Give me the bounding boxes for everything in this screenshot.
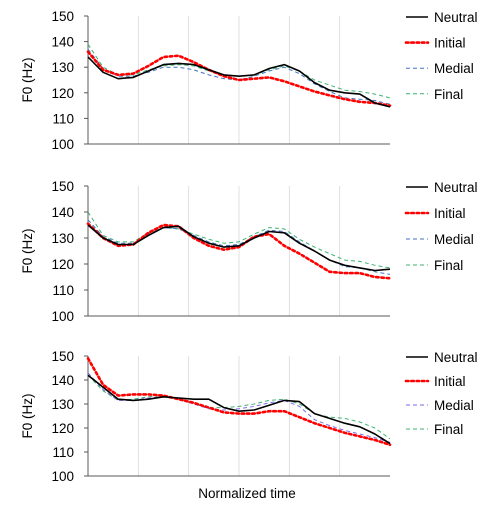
y-tick-label: 120 <box>51 86 74 101</box>
y-tick-label: 110 <box>52 445 74 460</box>
series-line-neutral <box>87 224 391 272</box>
series-line-final <box>87 211 391 269</box>
legend-label-final: Final <box>434 87 463 102</box>
legend-label-initial: Initial <box>434 206 466 221</box>
series-line-medial <box>87 219 391 275</box>
series-line-initial <box>86 50 392 107</box>
x-axis-title: Normalized time <box>198 486 296 501</box>
series-line-neutral <box>87 374 391 445</box>
y-tick-label: 120 <box>51 257 74 272</box>
legend-label-medial: Medial <box>434 398 474 413</box>
y-tick-label: 150 <box>51 9 74 24</box>
y-tick-label: 130 <box>51 231 74 246</box>
legend-label-neutral: Neutral <box>434 180 478 195</box>
y-tick-label: 130 <box>51 60 74 75</box>
y-axis-title: F0 (Hz) <box>20 229 35 274</box>
chart-panel-3: 100 110 120 130 140 150 F0 (Hz) Neutral Initial M… <box>20 349 478 484</box>
y-tick-label: 100 <box>51 469 74 484</box>
series-line-initial <box>86 357 392 447</box>
y-axis-title: F0 (Hz) <box>20 58 35 103</box>
y-tick-label: 140 <box>51 35 74 50</box>
series-line-medial <box>87 48 391 105</box>
series-line-final <box>87 374 391 440</box>
y-tick-label: 110 <box>52 111 74 126</box>
y-tick-label: 120 <box>51 421 74 436</box>
y-tick-label: 140 <box>51 373 74 388</box>
y-tick-label: 110 <box>52 283 74 298</box>
legend-label-medial: Medial <box>434 61 474 76</box>
chart-panel-1: 100 110 120 130 140 150 F0 (Hz) Neutral Initial M… <box>20 9 478 152</box>
chart-panel-2: 100 110 120 130 140 150 F0 (Hz) Neutral Initial M… <box>20 179 478 324</box>
series-line-medial <box>87 372 391 443</box>
y-tick-label: 140 <box>51 205 74 220</box>
series-line-neutral <box>87 56 391 108</box>
legend-label-neutral: Neutral <box>434 10 478 25</box>
legend-label-initial: Initial <box>434 36 466 51</box>
y-tick-label: 150 <box>51 349 74 364</box>
legend-label-neutral: Neutral <box>434 350 478 365</box>
y-tick-label: 100 <box>51 137 74 152</box>
y-tick-label: 100 <box>51 309 74 324</box>
y-tick-label: 150 <box>51 179 74 194</box>
legend-label-final: Final <box>434 422 463 437</box>
legend-label-final: Final <box>434 258 463 273</box>
y-axis-title: F0 (Hz) <box>20 394 35 439</box>
y-tick-label: 130 <box>51 397 74 412</box>
legend-label-medial: Medial <box>434 232 474 247</box>
legend-label-initial: Initial <box>434 374 466 389</box>
